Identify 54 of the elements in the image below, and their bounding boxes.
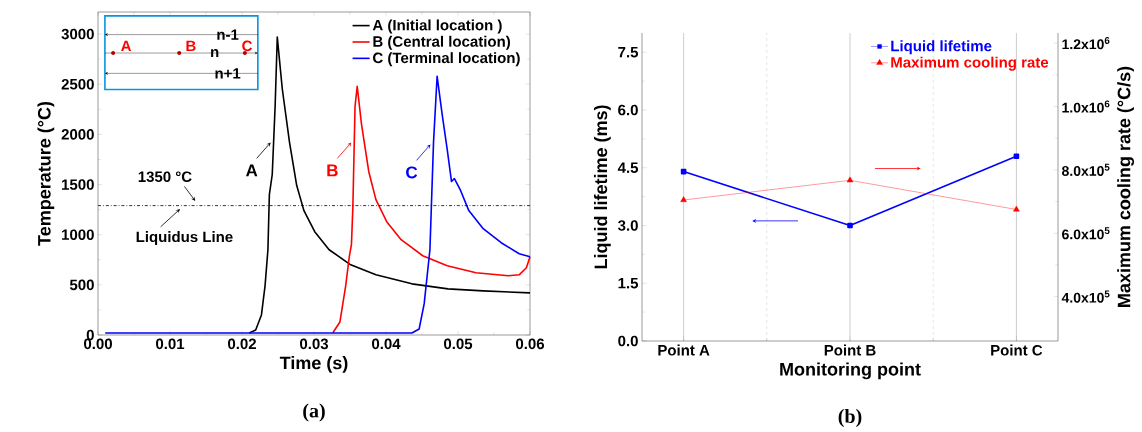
legend-label: Liquid lifetime (891, 40, 992, 55)
x-axis-title: Monitoring point (780, 362, 921, 380)
x-tick-label: 0.05 (444, 338, 473, 350)
y-tick-label: 1500 (62, 179, 94, 190)
y-tick-label: 2500 (61, 78, 94, 90)
x-tick-label: Point C (991, 344, 1043, 356)
x-tick-label: 0.04 (372, 338, 401, 350)
annotation: A (245, 164, 258, 177)
legend-label: C (Terminal location) (373, 52, 520, 67)
y2-tick-label: 1.2x10$^{6}$ (1062, 37, 1110, 50)
point (1013, 205, 1020, 212)
annotation: B (186, 40, 196, 52)
x-tick-label: 0.06 (516, 338, 545, 350)
annotation: n+1 (215, 68, 241, 79)
point (847, 222, 853, 229)
annotation: B (327, 164, 338, 177)
point (1013, 153, 1020, 159)
y-axis-title: Liquid lifetime (ms) (593, 105, 611, 269)
point (680, 196, 687, 202)
y2-tick-label: 8.0x10$^{5}$ (1061, 163, 1110, 176)
y-tick-label: 500 (69, 279, 94, 291)
x-tick-label: 0.03 (300, 338, 329, 350)
legend-label: A (Initial location ) (372, 19, 502, 34)
annotation: n-1 (217, 29, 239, 40)
y-axis-title: Temperature (°C) (37, 101, 55, 246)
annotation: 1350 °C (138, 171, 192, 183)
y2-tick-label: 1.0x10$^{6}$ (1062, 100, 1110, 113)
y-tick-label: 0.0 (618, 335, 638, 347)
y-tick-label: 2000 (61, 129, 94, 140)
annotation: n (211, 48, 219, 58)
legend-label: Maximum cooling rate (891, 56, 1049, 71)
y-tick-label: 1.5 (618, 278, 639, 289)
y-tick-label: 3000 (61, 28, 94, 40)
y-tick-label: 7.5 (618, 47, 639, 58)
annotation: C (242, 40, 253, 52)
x-tick-label: 0.01 (156, 338, 185, 350)
x-tick-label: 0.02 (228, 338, 256, 350)
x-tick-label: Point A (658, 344, 710, 356)
y-tick-label: 4.5 (617, 162, 639, 173)
annotation: A (121, 40, 132, 52)
point (846, 176, 854, 183)
y2-tick-label: 6.0x10$^{5}$ (1062, 227, 1110, 240)
y2-axis-title: Maximum cooling rate (°C/s) (1117, 66, 1135, 307)
annotation: C (406, 166, 418, 179)
y2-tick-label: 4.0x10$^{5}$ (1061, 290, 1110, 303)
legend-label: B (Central location) (373, 35, 510, 50)
y-tick-label: 1000 (62, 229, 94, 240)
text: (b) (838, 408, 862, 428)
ref-line-label: Liquidus Line (136, 231, 233, 246)
text: (a) (303, 403, 325, 422)
x-axis-title: Time (s) (279, 356, 348, 373)
y-tick-label: 3.0 (617, 220, 638, 231)
y-tick-label: 6.0 (618, 104, 638, 116)
x-tick-label: Point B (824, 344, 876, 356)
